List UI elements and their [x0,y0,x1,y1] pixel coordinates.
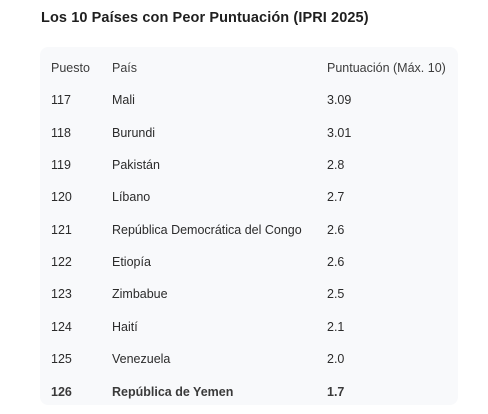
ranking-table: Puesto País Puntuación (Máx. 10) 117 Mal… [40,47,458,405]
table-header-row: Puesto País Puntuación (Máx. 10) [40,53,458,85]
country-cell: Burundi [112,126,156,140]
table-row: 123 Zimbabue 2.5 [40,279,458,311]
country-cell: Zimbabue [112,287,168,301]
table-title: Los 10 Países con Peor Puntuación (IPRI … [41,10,369,26]
country-cell: Haití [112,320,138,334]
score-cell: 2.1 [327,320,345,334]
rank-cell: 123 [51,287,72,301]
table-row: 125 Venezuela 2.0 [40,344,458,376]
score-cell: 3.09 [327,93,352,107]
rank-cell: 119 [51,158,71,172]
score-cell: 2.6 [327,223,345,237]
table-row-highlighted: 126 República de Yemen 1.7 [40,377,458,409]
score-cell: 2.0 [327,352,345,366]
header-rank: Puesto [51,61,90,75]
table-row: 122 Etiopía 2.6 [40,247,458,279]
table-row: 119 Pakistán 2.8 [40,150,458,182]
table-row: 117 Mali 3.09 [40,85,458,117]
rank-cell: 117 [51,93,71,107]
country-cell: República Democrática del Congo [112,223,302,237]
rank-cell: 124 [51,320,72,334]
country-cell: Etiopía [112,255,151,269]
country-cell: Pakistán [112,158,160,172]
header-country: País [112,61,138,75]
country-cell: República de Yemen [112,385,234,399]
country-cell: Líbano [112,190,151,204]
rank-cell: 118 [51,126,71,140]
country-cell: Venezuela [112,352,171,366]
score-cell: 2.6 [327,255,345,269]
rank-cell: 125 [51,352,72,366]
rank-cell: 122 [51,255,72,269]
score-cell: 1.7 [327,385,345,399]
score-cell: 3.01 [327,126,352,140]
score-cell: 2.5 [327,287,345,301]
rank-cell: 126 [51,385,72,399]
score-cell: 2.8 [327,158,345,172]
table-row: 118 Burundi 3.01 [40,118,458,150]
table-row: 124 Haití 2.1 [40,312,458,344]
score-cell: 2.7 [327,190,345,204]
table-row: 120 Líbano 2.7 [40,182,458,214]
rank-cell: 120 [51,190,72,204]
country-cell: Mali [112,93,135,107]
rank-cell: 121 [51,223,72,237]
table-row: 121 República Democrática del Congo 2.6 [40,215,458,247]
header-score: Puntuación (Máx. 10) [327,61,446,75]
